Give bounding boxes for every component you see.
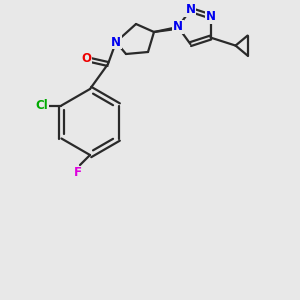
Text: N: N — [206, 10, 216, 23]
Text: F: F — [74, 167, 82, 179]
Text: Cl: Cl — [35, 99, 48, 112]
Text: N: N — [185, 3, 195, 16]
Text: N: N — [173, 20, 183, 34]
Text: O: O — [81, 52, 91, 65]
Text: N: N — [111, 35, 121, 49]
